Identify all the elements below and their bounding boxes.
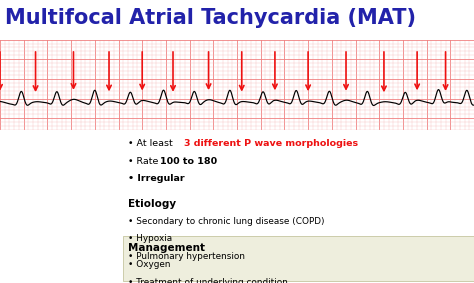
- Text: Multifocal Atrial Tachycardia (MAT): Multifocal Atrial Tachycardia (MAT): [5, 8, 416, 28]
- Text: • Irregular: • Irregular: [128, 175, 184, 183]
- Text: • Rate: • Rate: [128, 157, 161, 166]
- Text: • At least: • At least: [128, 139, 176, 148]
- Text: Management: Management: [128, 243, 205, 252]
- Text: 3 different P wave morphologies: 3 different P wave morphologies: [184, 139, 358, 148]
- Text: • Pulmonary hypertension: • Pulmonary hypertension: [128, 252, 245, 261]
- Text: • Oxygen: • Oxygen: [128, 260, 171, 269]
- Text: • Secondary to chronic lung disease (COPD): • Secondary to chronic lung disease (COP…: [128, 217, 325, 226]
- Text: Etiology: Etiology: [128, 199, 176, 209]
- Text: • Treatment of underlying condition: • Treatment of underlying condition: [128, 278, 288, 283]
- Bar: [123, 236, 474, 282]
- Text: • Hypoxia: • Hypoxia: [128, 234, 172, 243]
- Text: 100 to 180: 100 to 180: [160, 157, 218, 166]
